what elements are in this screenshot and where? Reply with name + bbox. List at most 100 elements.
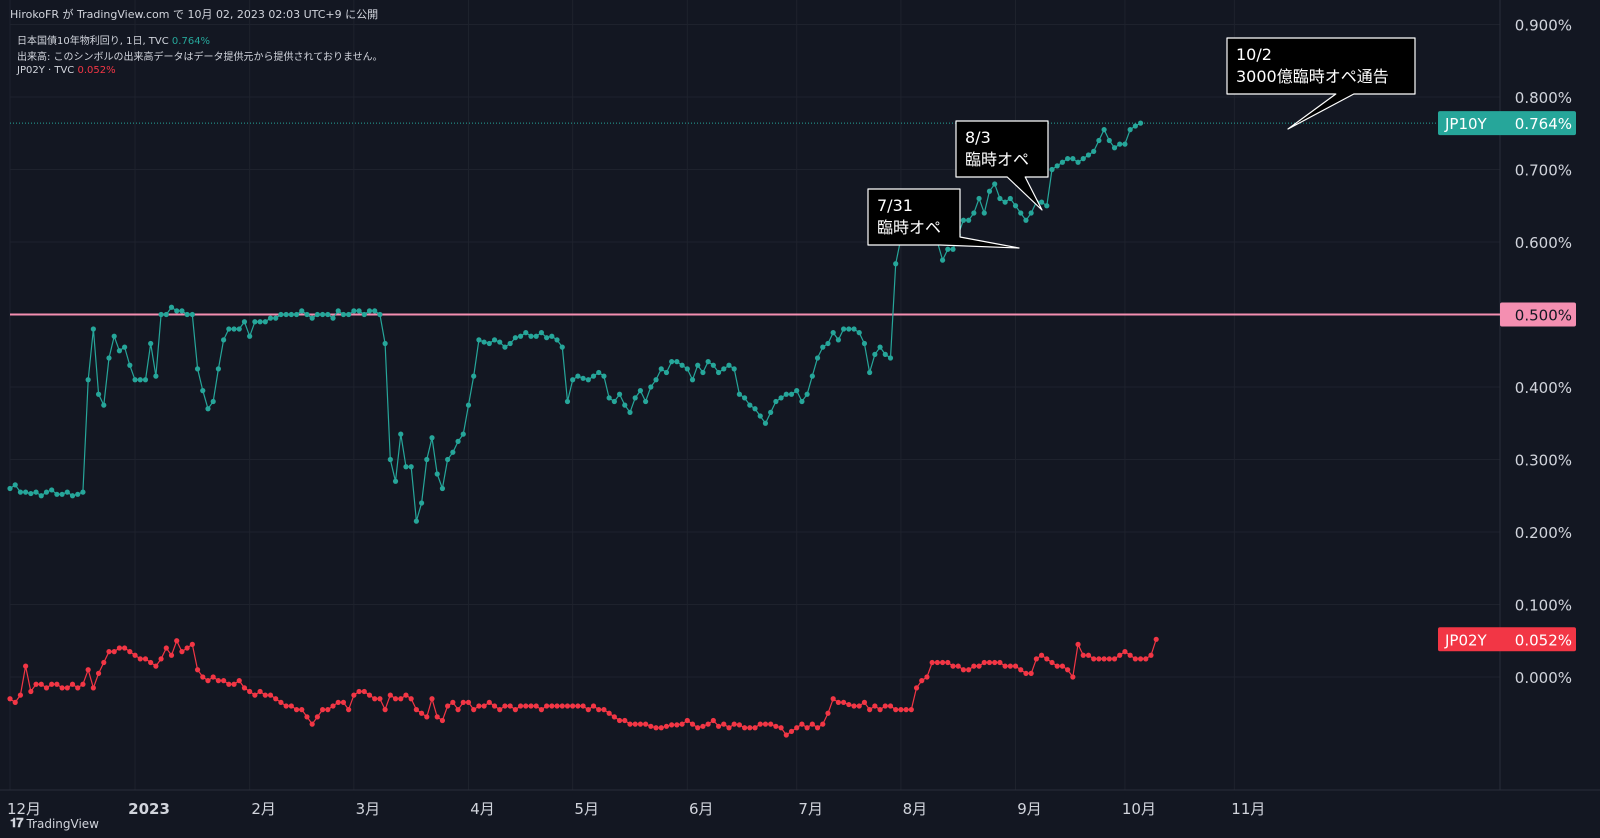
data-point-jp02y xyxy=(189,641,195,647)
y-tick-label: 0.900% xyxy=(1515,17,1572,35)
data-point-jp10y xyxy=(1070,156,1076,162)
data-point-jp02y xyxy=(471,707,477,713)
data-point-jp10y xyxy=(762,420,769,426)
data-point-jp10y xyxy=(960,217,967,223)
data-point-jp10y xyxy=(372,308,378,314)
data-point-jp02y xyxy=(700,723,706,729)
data-point-jp02y xyxy=(856,703,862,709)
data-point-jp10y xyxy=(1054,163,1060,169)
data-point-jp02y xyxy=(80,681,86,687)
data-point-jp02y xyxy=(1153,636,1159,642)
data-point-jp02y xyxy=(174,638,180,644)
data-point-jp02y xyxy=(721,721,727,727)
data-point-jp02y xyxy=(38,681,44,687)
data-point-jp10y xyxy=(257,319,263,325)
data-point-jp10y xyxy=(491,337,498,343)
data-point-jp02y xyxy=(262,692,268,698)
data-point-jp02y xyxy=(606,710,612,716)
data-point-jp02y xyxy=(658,725,664,731)
data-point-jp02y xyxy=(898,707,904,713)
data-point-jp10y xyxy=(1002,199,1008,205)
annotation-callout-2 xyxy=(1226,37,1416,130)
data-point-jp10y xyxy=(481,339,487,345)
data-point-jp10y xyxy=(559,344,565,350)
data-point-jp02y xyxy=(637,721,644,727)
data-point-jp02y xyxy=(830,696,836,702)
data-point-jp10y xyxy=(1007,195,1013,202)
data-point-jp10y xyxy=(356,308,362,314)
data-point-jp02y xyxy=(299,707,305,713)
data-point-jp02y xyxy=(1143,656,1149,662)
data-point-jp02y xyxy=(705,721,711,727)
data-point-jp02y xyxy=(288,703,294,709)
data-point-jp02y xyxy=(476,703,482,709)
data-point-jp10y xyxy=(1101,127,1107,133)
data-point-jp10y xyxy=(408,464,414,470)
data-point-jp02y xyxy=(116,645,123,651)
data-point-jp02y xyxy=(101,659,107,666)
data-point-jp10y xyxy=(127,362,133,368)
data-point-jp02y xyxy=(585,707,591,713)
data-point-jp02y xyxy=(773,723,779,729)
data-point-jp10y xyxy=(398,431,404,437)
data-point-jp02y xyxy=(356,688,362,695)
data-point-jp02y xyxy=(366,692,373,698)
data-point-jp02y xyxy=(168,652,175,658)
data-point-jp02y xyxy=(1106,656,1112,662)
data-point-jp10y xyxy=(1018,210,1024,216)
data-point-jp10y xyxy=(1012,203,1019,209)
data-point-jp10y xyxy=(205,406,211,412)
data-point-jp02y xyxy=(320,707,326,713)
data-point-jp10y xyxy=(90,326,96,332)
data-point-jp02y xyxy=(580,703,586,709)
data-point-jp02y xyxy=(221,678,227,684)
data-point-jp02y xyxy=(893,707,899,713)
data-point-jp02y xyxy=(736,722,743,728)
data-point-jp10y xyxy=(392,478,399,484)
data-point-jp02y xyxy=(17,692,24,698)
data-point-jp10y xyxy=(939,257,946,263)
data-point-jp10y xyxy=(330,315,336,321)
data-point-jp10y xyxy=(512,335,518,341)
data-point-jp10y xyxy=(366,308,373,314)
data-point-jp02y xyxy=(346,707,352,713)
data-point-jp10y xyxy=(679,362,685,368)
data-point-jp02y xyxy=(742,725,748,731)
data-point-jp02y xyxy=(382,707,388,713)
data-point-jp10y xyxy=(517,333,524,339)
data-point-jp02y xyxy=(1096,656,1102,662)
data-point-jp10y xyxy=(75,491,81,497)
legend-second: JP02Y · TVC 0.052% xyxy=(17,65,116,76)
data-point-jp02y xyxy=(564,703,571,709)
data-point-jp10y xyxy=(450,449,456,455)
data-point-jp10y xyxy=(1137,120,1144,126)
data-point-jp10y xyxy=(580,375,586,381)
data-point-jp02y xyxy=(976,663,982,669)
data-point-jp10y xyxy=(460,431,466,437)
data-point-jp10y xyxy=(575,373,581,379)
data-point-jp02y xyxy=(455,707,461,713)
data-point-jp10y xyxy=(309,315,315,321)
data-point-jp02y xyxy=(1018,667,1024,673)
data-point-jp02y xyxy=(1137,656,1144,662)
data-point-jp02y xyxy=(882,703,888,709)
data-point-jp10y xyxy=(1091,148,1097,154)
y-tick-label: 0.700% xyxy=(1515,162,1572,180)
data-point-jp10y xyxy=(1044,203,1050,209)
data-point-jp10y xyxy=(814,355,821,361)
data-point-jp10y xyxy=(465,402,472,408)
data-point-jp02y xyxy=(1117,652,1123,658)
data-point-jp02y xyxy=(413,707,419,713)
data-point-jp02y xyxy=(231,681,237,687)
data-point-jp02y xyxy=(392,696,399,702)
data-point-jp10y xyxy=(632,395,638,401)
data-point-jp10y xyxy=(768,409,774,415)
data-point-jp02y xyxy=(695,725,701,731)
data-point-jp10y xyxy=(945,246,951,252)
data-point-jp10y xyxy=(1065,156,1071,162)
data-point-jp02y xyxy=(757,721,763,727)
jp10y-badge xyxy=(1438,111,1576,136)
data-point-jp02y xyxy=(1132,656,1138,662)
data-point-jp02y xyxy=(689,721,696,727)
